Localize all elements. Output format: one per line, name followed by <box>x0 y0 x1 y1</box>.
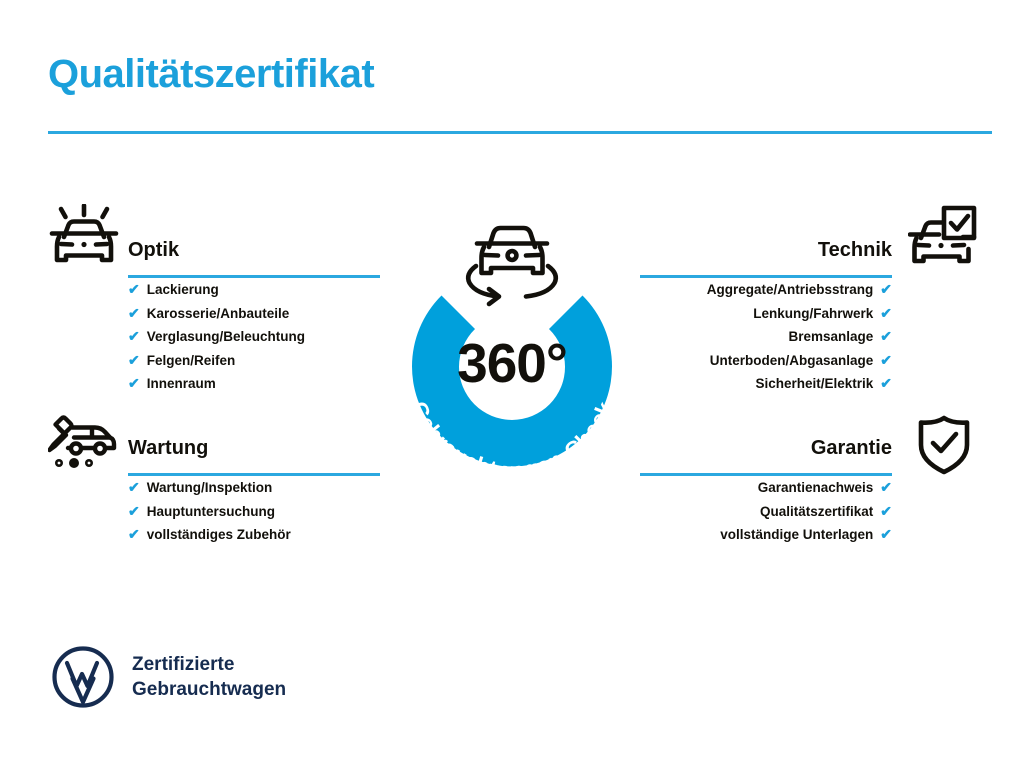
check-icon: ✔ <box>128 281 140 297</box>
list-item: ✔ Verglasung/Beleuchtung <box>128 325 380 349</box>
title-divider <box>48 131 992 134</box>
section-garantie: Garantie Garantienachweis ✔ Qualitätszert… <box>640 434 892 547</box>
list-item-label: Aggregate/Antriebsstrang <box>706 282 874 297</box>
list-item-label: Bremsanlage <box>788 329 874 344</box>
check-icon: ✔ <box>128 479 140 495</box>
list-item-label: vollständige Unterlagen <box>720 527 874 542</box>
list-item-label: Verglasung/Beleuchtung <box>146 329 306 344</box>
list-item-label: Lenkung/Fahrwerk <box>753 305 874 321</box>
section-optik-list: ✔ Lackierung ✔ Karosserie/Anbauteile ✔ Verg… <box>128 278 380 396</box>
car-front-shine-icon <box>48 203 120 272</box>
check-icon: ✔ <box>880 526 892 542</box>
section-technik-underline <box>640 275 892 278</box>
section-wartung-list: ✔ Wartung/Inspektion ✔ Hauptuntersuchung ✔… <box>128 476 380 547</box>
360-ring <box>412 295 612 467</box>
list-item-label: Garantienachweis <box>757 480 874 495</box>
section-garantie-title: Garantie <box>810 437 892 459</box>
car-rotate-360-icon <box>465 225 559 307</box>
360-center-label: 360° <box>457 332 567 394</box>
vw-logo <box>52 646 114 708</box>
shield-check-icon <box>914 414 974 476</box>
vw-logo-text: Zertifizierte Gebrauchtwagen <box>132 652 286 702</box>
section-wartung-underline <box>128 473 380 476</box>
list-item: ✔ Wartung/Inspektion <box>128 476 380 500</box>
list-item-label: Karosserie/Anbauteile <box>146 305 290 321</box>
check-icon: ✔ <box>880 479 892 495</box>
page-title: Qualitätszertifikat <box>48 52 375 96</box>
list-item: ✔ Lackierung <box>128 278 380 302</box>
list-item: ✔ Hauptuntersuchung <box>128 500 380 524</box>
vw-logo-line2: Gebrauchtwagen <box>132 679 287 700</box>
list-item-label: vollständiges Zubehör <box>146 527 291 542</box>
list-item: ✔ Felgen/Reifen <box>128 349 380 373</box>
list-item-label: Unterboden/Abgasanlage <box>709 352 874 368</box>
list-item: ✔ Karosserie/Anbauteile <box>128 302 380 326</box>
check-icon: ✔ <box>128 304 140 321</box>
list-item-label: Wartung/Inspektion <box>146 480 273 495</box>
list-item: Qualitätszertifikat ✔ <box>640 500 892 524</box>
list-item-label: Innenraum <box>146 376 216 391</box>
list-item: Bremsanlage ✔ <box>640 325 892 349</box>
check-icon: ✔ <box>880 328 892 344</box>
list-item: Garantienachweis ✔ <box>640 476 892 500</box>
car-front-checkbox-icon <box>907 204 978 272</box>
list-item: Sicherheit/Elektrik ✔ <box>640 372 892 396</box>
section-technik: Technik Aggregate/Antriebsstrang ✔ Lenkun… <box>640 236 892 396</box>
check-icon: ✔ <box>880 375 892 391</box>
list-item: ✔ Innenraum <box>128 372 380 396</box>
list-item-label: Sicherheit/Elektrik <box>755 376 874 391</box>
section-garantie-list: Garantienachweis ✔ Qualitätszertifikat ✔ v… <box>640 476 892 547</box>
check-icon: ✔ <box>880 304 892 321</box>
check-icon: ✔ <box>128 351 140 368</box>
list-item-label: Lackierung <box>146 282 219 297</box>
check-icon: ✔ <box>128 375 140 391</box>
list-item: vollständige Unterlagen ✔ <box>640 523 892 547</box>
check-icon: ✔ <box>880 502 892 519</box>
section-technik-title: Technik <box>817 239 892 261</box>
check-icon: ✔ <box>128 502 140 519</box>
list-item: Aggregate/Antriebsstrang ✔ <box>640 278 892 302</box>
section-garantie-header: Garantie <box>640 434 892 476</box>
section-technik-header: Technik <box>640 236 892 278</box>
list-item-label: Qualitätszertifikat <box>759 503 874 519</box>
section-optik-underline <box>128 275 380 278</box>
vw-certified-logo: Zertifizierte Gebrauchtwagen <box>52 646 286 708</box>
vw-logo-line1: Zertifizierte <box>132 654 235 675</box>
list-item: ✔ vollständiges Zubehör <box>128 523 380 547</box>
360-check-badge: Gebrauchtwagen-Check 360° <box>372 196 652 496</box>
list-item-label: Felgen/Reifen <box>146 352 236 368</box>
check-icon: ✔ <box>128 328 140 344</box>
list-item: Unterboden/Abgasanlage ✔ <box>640 349 892 373</box>
section-wartung-header: Wartung <box>128 434 380 476</box>
section-optik-title: Optik <box>128 239 180 261</box>
section-wartung: Wartung ✔ Wartung/Inspektion ✔ Hauptunters… <box>128 434 380 547</box>
check-icon: ✔ <box>128 526 140 542</box>
check-icon: ✔ <box>880 351 892 368</box>
section-technik-list: Aggregate/Antriebsstrang ✔ Lenkung/Fahrwe… <box>640 278 892 396</box>
list-item: Lenkung/Fahrwerk ✔ <box>640 302 892 326</box>
section-optik-header: Optik <box>128 236 380 278</box>
section-garantie-underline <box>640 473 892 476</box>
section-optik: Optik ✔ Lackierung ✔ Karosserie/Anbauteile… <box>128 236 380 396</box>
pencil-car-service-icon <box>47 414 118 472</box>
check-icon: ✔ <box>880 281 892 297</box>
section-wartung-title: Wartung <box>128 437 209 459</box>
list-item-label: Hauptuntersuchung <box>146 503 275 519</box>
